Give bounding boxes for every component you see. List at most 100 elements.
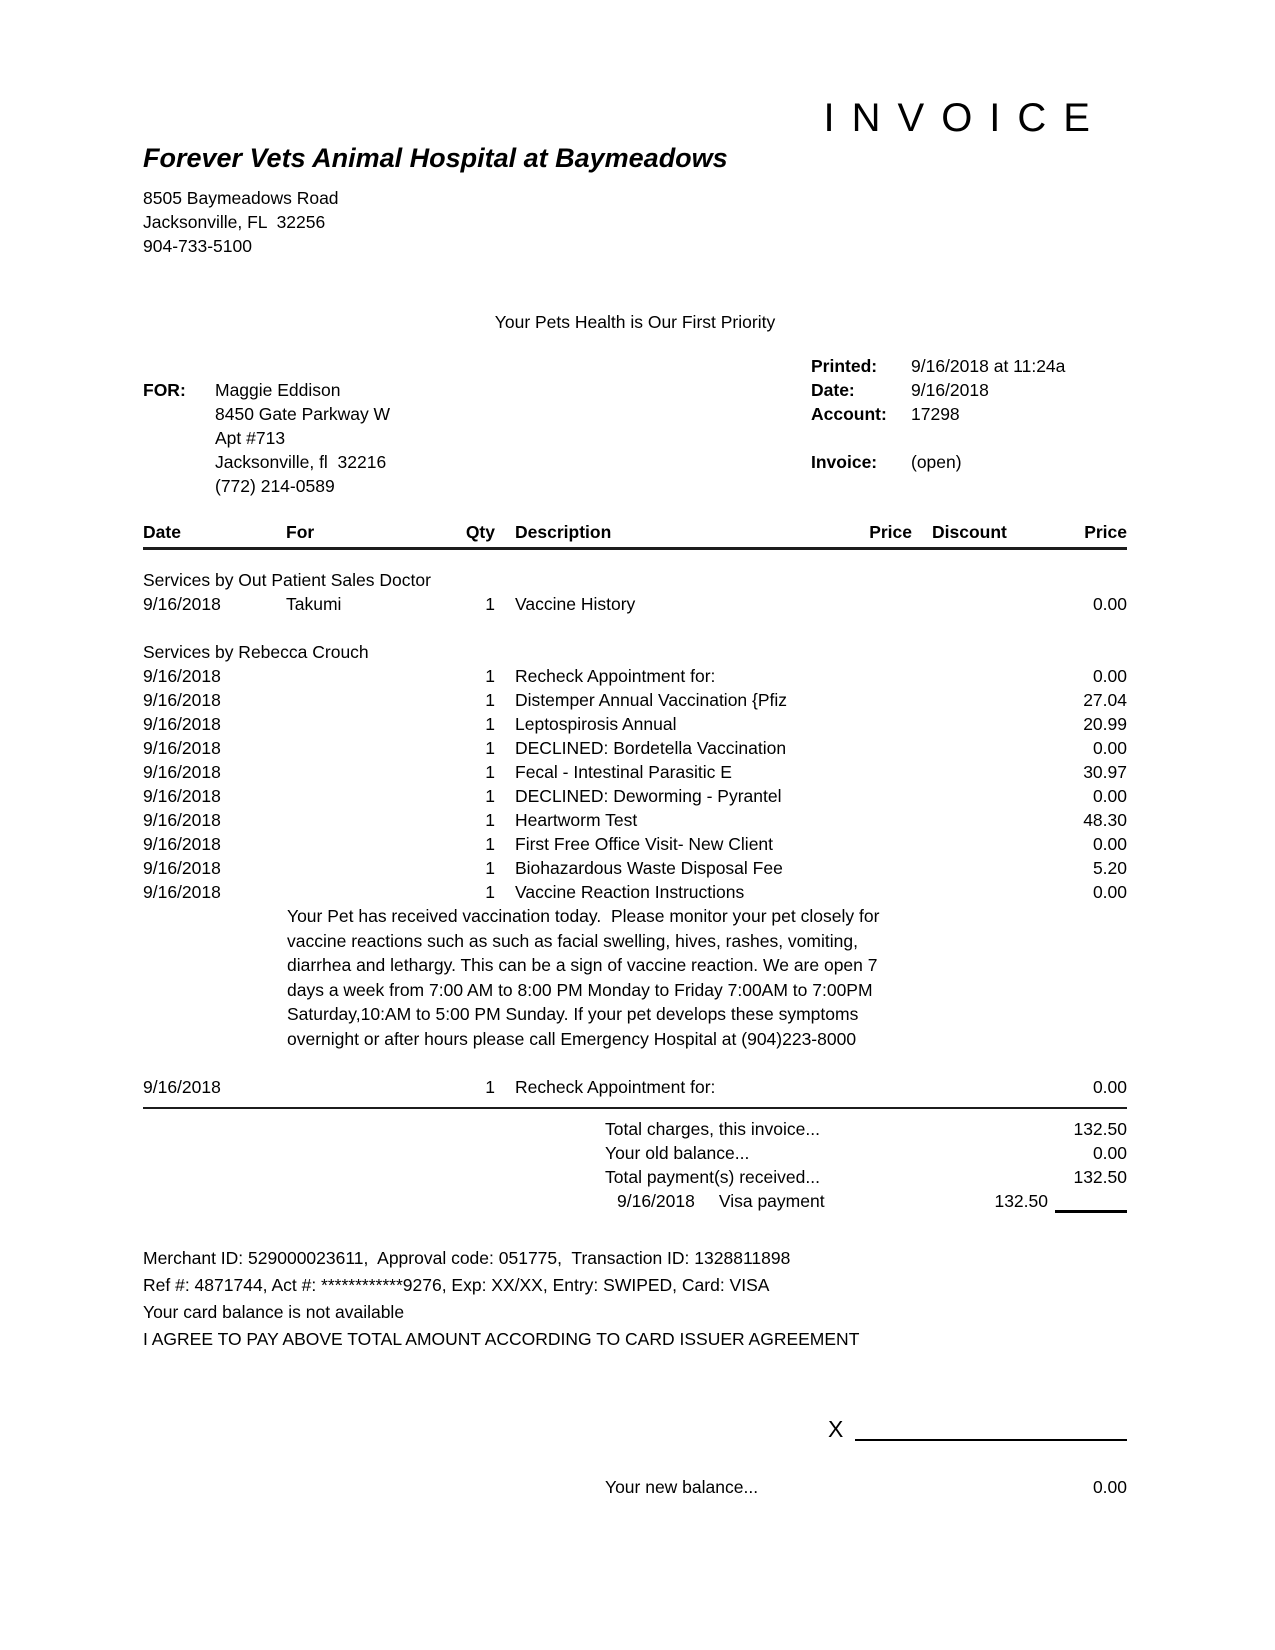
row-date: 9/16/2018	[143, 762, 221, 782]
row-discount	[932, 760, 1013, 784]
row-spacer	[912, 688, 932, 712]
row-discount	[932, 592, 1013, 616]
totals-label: Total payment(s) received...	[605, 1167, 820, 1187]
vaccine-note-line: Your Pet has received vaccination today.…	[287, 906, 880, 926]
payment-row: 9/16/2018 Visa payment 132.50	[143, 1189, 1127, 1213]
vaccine-note: Your Pet has received vaccination today.…	[287, 904, 1027, 1051]
row-date: 9/16/2018	[143, 690, 221, 710]
table-header: Date For Qty Description Price Discount …	[143, 520, 1127, 544]
row-for	[270, 736, 455, 760]
col-header-price: Price	[869, 522, 912, 542]
totals-rows: Total charges, this invoice... 132.50 Your…	[143, 1117, 1127, 1189]
row-amount: 0.00	[1092, 666, 1127, 686]
row-spacer	[912, 784, 932, 808]
row-amount: 27.04	[1083, 690, 1127, 710]
row-amount: 5.20	[1092, 858, 1127, 878]
meta-account: Account: 17298	[811, 402, 1127, 426]
row-qty: 1	[485, 594, 495, 614]
row-description: Vaccine Reaction Instructions	[515, 882, 745, 902]
row-amount: 0.00	[1092, 882, 1127, 902]
info-row: FOR: Maggie Eddison 8450 Gate Parkway W …	[143, 354, 1127, 498]
bill-to-block: FOR: Maggie Eddison 8450 Gate Parkway W …	[143, 378, 390, 498]
invoice-meta-block: Printed: 9/16/2018 at 11:24a Date: 9/16/…	[811, 354, 1127, 498]
row-spacer	[912, 664, 932, 688]
bill-to-label: FOR:	[143, 380, 186, 400]
row-date: 9/16/2018	[143, 786, 221, 806]
meta-date-label: Date:	[811, 380, 855, 400]
row-for	[270, 1075, 455, 1099]
row-description: Fecal - Intestinal Parasitic E	[515, 762, 732, 782]
card-info-line: Merchant ID: 529000023611, Approval code…	[143, 1248, 791, 1268]
section-title: Services by Out Patient Sales Doctor	[143, 570, 431, 590]
signature-x-label: X	[828, 1416, 844, 1442]
card-info-line: Your card balance is not available	[143, 1302, 405, 1322]
row-price	[858, 688, 912, 712]
row-date: 9/16/2018	[143, 858, 221, 878]
row-qty: 1	[485, 834, 495, 854]
meta-gap	[811, 426, 1127, 450]
meta-date-value: 9/16/2018	[911, 380, 989, 400]
table-row: 9/16/2018 1 Leptospirosis Annual 20.99	[143, 712, 1127, 736]
meta-date: Date: 9/16/2018	[811, 378, 1127, 402]
row-for: Takumi	[286, 594, 342, 614]
meta-account-value: 17298	[911, 404, 960, 424]
totals-row: Your old balance... 0.00	[143, 1141, 1127, 1165]
row-qty: 1	[485, 666, 495, 686]
table-row: 9/16/2018 1 Heartworm Test 48.30	[143, 808, 1127, 832]
row-discount	[932, 808, 1013, 832]
table-row: 9/16/2018 1 DECLINED: Deworming - Pyrantel…	[143, 784, 1127, 808]
row-spacer	[912, 808, 932, 832]
row-amount: 0.00	[1092, 594, 1127, 614]
table-body: Services by Out Patient Sales Doctor 9/16…	[143, 568, 1127, 1099]
card-info-line: Ref #: 4871744, Act #: ************9276,…	[143, 1275, 770, 1295]
row-discount	[932, 832, 1013, 856]
row-price	[858, 880, 912, 904]
row-date: 9/16/2018	[143, 1077, 221, 1097]
row-qty: 1	[485, 762, 495, 782]
table-row: 9/16/2018 Takumi 1 Vaccine History 0.00	[143, 592, 1127, 616]
signature-row: X	[143, 1417, 1127, 1441]
row-qty: 1	[485, 690, 495, 710]
bill-to-address-line1: 8450 Gate Parkway W	[215, 404, 391, 424]
row-description: First Free Office Visit- New Client	[515, 834, 774, 854]
row-description: Recheck Appointment for:	[515, 1077, 716, 1097]
row-for	[270, 760, 455, 784]
row-for	[270, 808, 455, 832]
row-date: 9/16/2018	[143, 594, 221, 614]
col-header-date: Date	[143, 522, 181, 542]
col-header-price-2: Price	[1084, 522, 1127, 542]
meta-account-label: Account:	[811, 404, 887, 424]
bill-to-address-line2: Apt #713	[215, 428, 286, 448]
row-qty: 1	[485, 738, 495, 758]
row-date: 9/16/2018	[143, 738, 221, 758]
new-balance-row: Your new balance... 0.00	[143, 1475, 1127, 1499]
row-discount	[932, 856, 1013, 880]
totals-label: Your old balance...	[605, 1143, 750, 1163]
row-price	[858, 784, 912, 808]
row-description: Distemper Annual Vaccination {Pfiz	[515, 690, 788, 710]
row-description: Biohazardous Waste Disposal Fee	[515, 858, 783, 878]
row-price	[858, 808, 912, 832]
row-discount	[932, 664, 1013, 688]
row-description: DECLINED: Bordetella Vaccination	[515, 738, 787, 758]
row-qty: 1	[485, 882, 495, 902]
header-rule	[143, 547, 1127, 550]
vaccine-note-line: Saturday,10:AM to 5:00 PM Sunday. If you…	[287, 1004, 859, 1024]
col-header-for: For	[286, 522, 315, 542]
col-header-description: Description	[515, 522, 612, 542]
row-description: Recheck Appointment for:	[515, 666, 716, 686]
row-amount: 20.99	[1083, 714, 1127, 734]
row-qty: 1	[485, 714, 495, 734]
row-spacer	[912, 856, 932, 880]
row-spacer	[912, 760, 932, 784]
row-description: Vaccine History	[515, 594, 636, 614]
table-row: 9/16/2018 1 First Free Office Visit- New C…	[143, 832, 1127, 856]
totals-row: Total payment(s) received... 132.50	[143, 1165, 1127, 1189]
table-row: 9/16/2018 1 Vaccine Reaction Instructions 0…	[143, 880, 1127, 904]
row-qty: 1	[485, 1077, 495, 1097]
signature-line	[855, 1417, 1127, 1441]
totals-block: Total charges, this invoice... 132.50 Your…	[143, 1117, 1127, 1213]
meta-printed: Printed: 9/16/2018 at 11:24a	[811, 354, 1127, 378]
totals-rule	[143, 1107, 1127, 1109]
